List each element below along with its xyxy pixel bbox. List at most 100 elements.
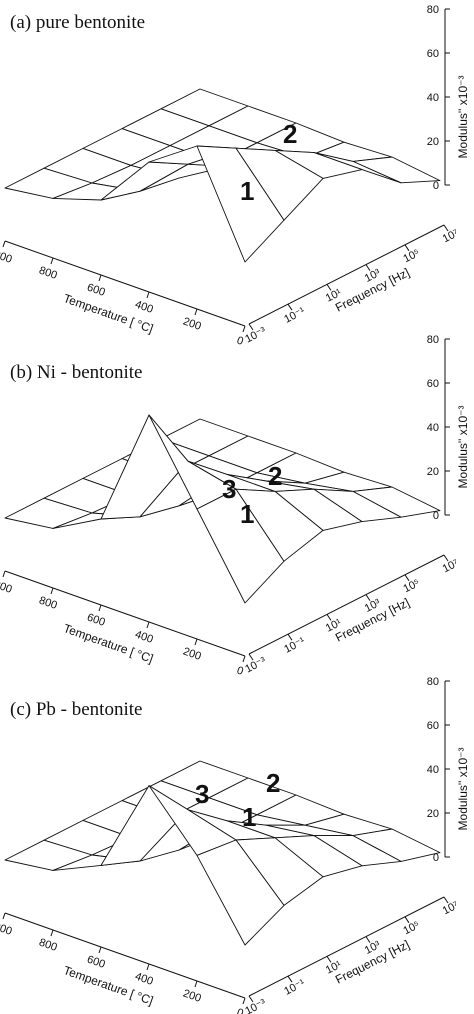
x-tick-label: 200: [181, 645, 202, 662]
z-tick-label: 80: [427, 334, 439, 346]
panel-title: (b) Ni - bentonite: [10, 362, 142, 383]
y-tick: [443, 224, 449, 232]
x-tick-label: 200: [181, 987, 202, 1004]
x-tick-label: 600: [85, 611, 106, 628]
x-tick-label: 0: [235, 334, 245, 347]
x-tick: [98, 946, 102, 954]
y-axis-line: [248, 224, 445, 325]
y-tick-label: 10⁵: [401, 919, 421, 937]
x-tick: [2, 240, 6, 248]
surface-cell: [196, 145, 285, 263]
x-tick-label: 0: [235, 1006, 245, 1014]
x-tick-label: 1000: [0, 246, 14, 265]
y-tick-label: 10⁻³: [243, 655, 268, 676]
y-tick: [326, 956, 332, 963]
y-tick-label: 10⁻¹: [282, 305, 307, 326]
y-tick: [248, 653, 254, 661]
y-tick: [248, 323, 254, 331]
x-tick-label: 800: [37, 594, 58, 611]
z-axis-title: Modulus'' x10⁻³: [456, 406, 470, 489]
y-tick: [443, 896, 449, 904]
annotation: 3: [222, 474, 236, 504]
z-tick-label: 0: [433, 510, 439, 522]
y-tick: [326, 284, 332, 291]
z-tick-label: 60: [427, 48, 439, 60]
x-tick: [2, 570, 6, 578]
y-tick-label: 10⁻³: [243, 997, 268, 1014]
z-tick-label: 40: [427, 92, 439, 104]
x-axis-title: Temperature [ °C]: [62, 291, 155, 336]
x-tick-label: 400: [133, 298, 154, 315]
y-tick-label: 10⁻¹: [282, 635, 307, 656]
x-tick: [194, 980, 198, 988]
z-tick-label: 60: [427, 378, 439, 390]
x-tick: [242, 997, 246, 1005]
y-tick: [326, 614, 332, 621]
x-tick: [50, 929, 54, 937]
x-tick-label: 1000: [0, 918, 14, 937]
x-axis-line: [4, 570, 246, 657]
y-tick: [404, 244, 410, 252]
y-axis-line: [248, 896, 445, 997]
z-tick-label: 80: [427, 4, 439, 16]
y-tick-label: 10⁷: [441, 227, 461, 245]
x-tick-label: 1000: [0, 576, 14, 595]
z-axis-title: Modulus'' x10⁻³: [456, 748, 470, 831]
y-tick-label: 10⁵: [401, 577, 421, 595]
annotation: 2: [266, 768, 280, 798]
z-tick-label: 20: [427, 466, 439, 478]
y-tick: [287, 303, 293, 311]
y-tick: [287, 975, 293, 983]
z-tick-label: 0: [433, 180, 439, 192]
y-tick: [287, 633, 293, 641]
z-tick-label: 40: [427, 764, 439, 776]
x-tick-label: 400: [133, 628, 154, 645]
panel-title: (a) pure bentonite: [10, 12, 145, 33]
x-tick-label: 200: [181, 315, 202, 332]
z-tick-label: 60: [427, 720, 439, 732]
y-tick-label: 10⁵: [401, 247, 421, 265]
annotation: 2: [283, 119, 297, 149]
y-tick: [365, 594, 371, 601]
annotation: 1: [242, 802, 256, 832]
x-tick: [146, 963, 150, 971]
x-tick-label: 400: [133, 970, 154, 987]
x-axis-line: [4, 912, 246, 999]
x-tick: [98, 604, 102, 612]
y-tick: [443, 554, 449, 562]
x-axis-line: [4, 240, 246, 327]
x-tick: [98, 274, 102, 282]
annotation: 1: [240, 499, 254, 529]
x-tick-label: 800: [37, 264, 58, 281]
x-tick-label: 600: [85, 281, 106, 298]
x-tick: [146, 621, 150, 629]
y-tick-label: 10⁻¹: [282, 977, 307, 998]
panel-title: (c) Pb - bentonite: [10, 699, 142, 720]
z-tick-label: 20: [427, 808, 439, 820]
x-tick: [194, 638, 198, 646]
y-tick: [365, 936, 371, 943]
x-tick: [242, 325, 246, 333]
surface-cell: [196, 488, 285, 604]
z-axis-title: Modulus'' x10⁻³: [456, 76, 470, 159]
annotation: 1: [240, 176, 254, 206]
x-tick-label: 800: [37, 936, 58, 953]
x-axis-title: Temperature [ °C]: [62, 963, 155, 1008]
z-tick-label: 40: [427, 422, 439, 434]
y-tick: [365, 264, 371, 271]
y-tick: [248, 995, 254, 1003]
x-tick: [2, 912, 6, 920]
y-tick: [404, 916, 410, 924]
z-tick-label: 20: [427, 136, 439, 148]
z-tick-label: 0: [433, 852, 439, 864]
x-tick-label: 0: [235, 664, 245, 677]
annotation: 2: [268, 461, 282, 491]
y-tick-label: 10⁷: [441, 557, 461, 575]
x-tick: [194, 308, 198, 316]
x-tick-label: 600: [85, 953, 106, 970]
y-tick-label: 10⁷: [441, 899, 461, 917]
surface-cell: [196, 839, 285, 946]
